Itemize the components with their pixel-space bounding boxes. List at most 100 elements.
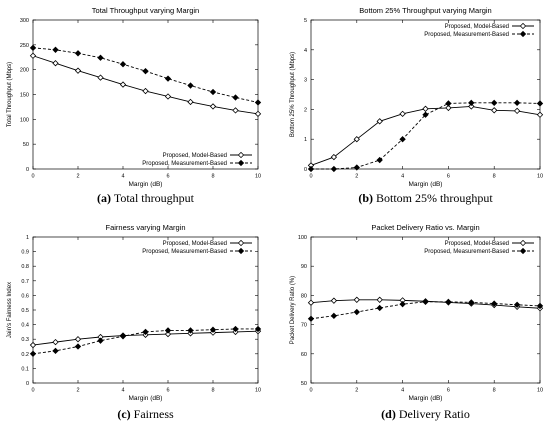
legend-label: Proposed, Measurement-Based <box>424 249 509 255</box>
x-tick-label: 6 <box>447 174 450 180</box>
data-point <box>536 100 544 107</box>
data-point <box>513 301 521 308</box>
x-tick-label: 2 <box>76 388 79 394</box>
figure-caption: (d) Delivery Ratio <box>381 407 470 422</box>
data-point <box>52 347 59 355</box>
data-point <box>74 336 82 343</box>
legend-label: Proposed, Measurement-Based <box>142 249 227 255</box>
plot-frame <box>310 19 541 170</box>
y-tick-label: 0.2 <box>21 352 29 358</box>
y-tick-label: 80 <box>301 293 307 299</box>
data-point <box>97 54 104 61</box>
y-tick-label: 0.6 <box>21 293 29 299</box>
y-tick-label: 1 <box>26 235 29 241</box>
data-point <box>164 327 172 334</box>
y-tick-label: 2 <box>304 107 307 113</box>
y-tick-label: 0 <box>26 381 29 387</box>
x-tick-label: 4 <box>401 174 404 180</box>
data-point <box>468 99 475 107</box>
x-tick-label: 4 <box>401 388 404 394</box>
data-point <box>513 107 521 115</box>
data-point <box>52 60 59 67</box>
chart-title: Bottom 25% Throughput varying Margin <box>359 6 491 15</box>
y-tick-label: 1 <box>304 137 307 143</box>
data-point <box>187 82 194 89</box>
data-point <box>74 50 82 57</box>
plot-frame <box>310 236 541 384</box>
data-point <box>422 105 429 112</box>
y-tick-label: 0.9 <box>21 250 29 256</box>
x-tick-label: 10 <box>255 174 261 180</box>
legend-label: Proposed, Model-Based <box>163 241 227 247</box>
y-tick-label: 90 <box>301 264 307 270</box>
legend-label: Proposed, Measurement-Based <box>424 32 509 38</box>
y-tick-label: 250 <box>20 43 29 49</box>
data-point <box>254 325 262 333</box>
data-point <box>399 136 406 143</box>
x-tick-label: 0 <box>31 388 34 394</box>
y-tick-label: 0.8 <box>21 264 29 270</box>
x-tick-label: 10 <box>255 388 261 394</box>
data-point <box>142 67 149 75</box>
data-point <box>353 136 360 143</box>
data-point <box>119 61 127 68</box>
data-point <box>353 296 360 303</box>
series-measurement-based <box>307 298 544 322</box>
data-point <box>513 99 521 107</box>
y-tick-label: 0.3 <box>21 337 29 343</box>
x-tick-label: 8 <box>493 174 496 180</box>
data-point <box>376 296 383 303</box>
data-point <box>29 44 37 51</box>
data-point <box>52 338 59 346</box>
data-point <box>29 341 37 349</box>
legend-label: Proposed, Model-Based <box>445 24 509 30</box>
legend-marker <box>519 22 527 30</box>
y-tick-label: 0.5 <box>21 308 29 314</box>
y-axis-label: Jain's Fairness Index <box>7 282 13 338</box>
data-point <box>376 156 383 164</box>
y-tick-label: 50 <box>23 142 29 148</box>
data-point <box>468 103 475 110</box>
data-point <box>142 328 149 336</box>
y-axis-label: Packet Delivery Ratio (%) <box>290 276 296 344</box>
data-point <box>232 325 239 333</box>
caption-label: (b) <box>358 191 373 205</box>
legend-label: Proposed, Measurement-Based <box>142 161 227 167</box>
y-tick-label: 0.7 <box>21 279 29 285</box>
y-tick-label: 50 <box>301 381 307 387</box>
series-line <box>32 47 259 103</box>
legend-label: Proposed, Model-Based <box>163 153 227 159</box>
chart-title: Total Throughput varying Margin <box>92 6 199 15</box>
caption-label: (a) <box>97 191 112 205</box>
chart-title: Fairness varying Margin <box>105 223 185 232</box>
y-tick-label: 70 <box>301 323 307 329</box>
legend-marker <box>519 239 527 247</box>
data-point <box>376 304 383 312</box>
data-point <box>97 337 104 344</box>
x-tick-label: 6 <box>166 174 169 180</box>
y-tick-label: 0.1 <box>21 366 29 372</box>
data-point <box>164 330 172 338</box>
data-point <box>491 107 498 114</box>
legend-marker <box>237 151 245 159</box>
x-tick-label: 6 <box>447 388 450 394</box>
y-tick-label: 4 <box>304 48 307 54</box>
data-point <box>29 52 37 59</box>
data-point <box>307 315 315 322</box>
data-point <box>399 110 406 118</box>
data-point <box>307 165 315 173</box>
figure-caption: (b) Bottom 25% throughput <box>358 191 492 206</box>
data-point <box>232 94 239 101</box>
data-point <box>209 103 217 110</box>
data-point <box>330 312 338 320</box>
figure-caption: (a) Total throughput <box>97 191 194 206</box>
data-point <box>209 88 217 96</box>
data-point <box>445 104 452 112</box>
y-tick-label: 100 <box>20 117 29 123</box>
data-point <box>330 165 338 173</box>
legend-marker <box>237 239 245 247</box>
series-line <box>32 55 259 115</box>
x-tick-label: 8 <box>211 388 214 394</box>
data-point <box>187 98 194 106</box>
